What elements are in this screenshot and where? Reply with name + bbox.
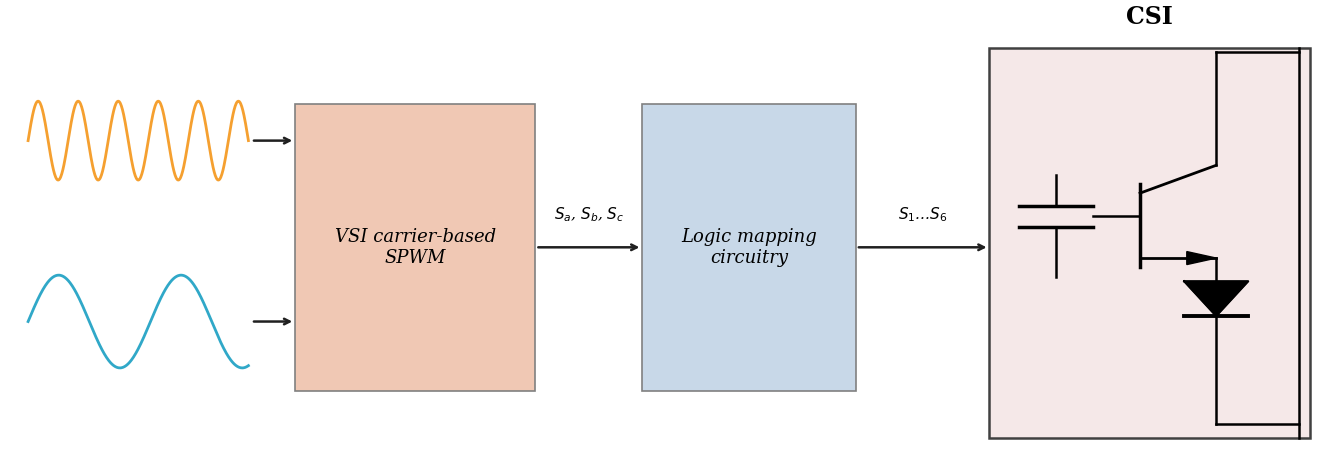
Polygon shape <box>1187 252 1216 265</box>
Polygon shape <box>1184 281 1248 316</box>
Text: Logic mapping
circuitry: Logic mapping circuitry <box>681 228 818 267</box>
Text: $S_a$, $S_b$, $S_c$: $S_a$, $S_b$, $S_c$ <box>554 206 624 224</box>
Text: CSI: CSI <box>1127 5 1173 30</box>
Text: VSI carrier-based
SPWM: VSI carrier-based SPWM <box>334 228 496 267</box>
Text: $S_1$...$S_6$: $S_1$...$S_6$ <box>898 206 947 224</box>
FancyBboxPatch shape <box>990 48 1310 437</box>
FancyBboxPatch shape <box>296 103 535 391</box>
FancyBboxPatch shape <box>642 103 856 391</box>
